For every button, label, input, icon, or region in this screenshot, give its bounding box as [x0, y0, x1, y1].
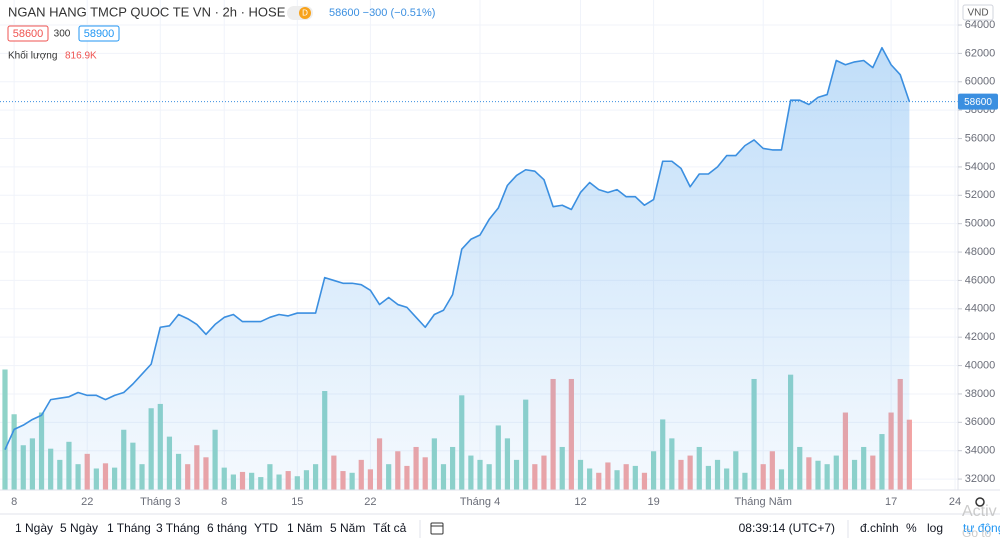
range-button[interactable]: 3 Tháng: [156, 521, 200, 535]
range-button[interactable]: YTD: [254, 521, 278, 535]
x-tick-label: Tháng 4: [460, 496, 500, 508]
y-tick-label: 48000: [965, 246, 996, 258]
percent-button[interactable]: %: [906, 521, 917, 535]
range-button[interactable]: 5 Năm: [330, 521, 365, 535]
gear-icon: [975, 497, 985, 507]
range-button[interactable]: 6 tháng: [207, 521, 247, 535]
currency-box: [962, 4, 994, 21]
y-tick-label: 64000: [965, 19, 996, 31]
calendar-button[interactable]: [430, 522, 444, 535]
y-tick-label: 36000: [965, 416, 996, 428]
y-tick-label: 44000: [965, 303, 996, 315]
calendar-icon: [430, 522, 444, 535]
x-tick-label: 15: [291, 496, 303, 508]
x-tick-label: 24: [949, 496, 961, 508]
range-button[interactable]: 1 Ngày: [15, 521, 53, 535]
price-area: [5, 47, 910, 490]
last-price-tag: [958, 93, 998, 110]
ask: 58900: [84, 28, 115, 40]
y-tick-label: 46000: [965, 274, 996, 286]
log-button[interactable]: log: [927, 521, 943, 535]
spread: 300: [54, 29, 71, 40]
symbol-title: NGAN HANG TMCP QUOC TE VN · 2h · HOSE: [8, 4, 286, 19]
x-tick-label: 22: [364, 496, 376, 508]
y-tick-label: 32000: [965, 473, 996, 485]
bid: 58600: [13, 28, 44, 40]
x-tick-label: Tháng Năm: [734, 496, 791, 508]
y-tick-label: 34000: [965, 445, 996, 457]
last-price-label: 58600: [964, 97, 992, 108]
watermark: Go to: [962, 526, 992, 540]
adjust-button[interactable]: đ.chỉnh: [860, 521, 899, 535]
badge-dot: [299, 7, 311, 19]
volume-value: 816.9K: [65, 51, 97, 62]
x-tick-label: 8: [221, 496, 227, 508]
y-tick-label: 42000: [965, 331, 996, 343]
clock: 08:39:14 (UTC+7): [739, 521, 835, 535]
price-line: [4, 46, 911, 451]
x-tick-label: 17: [885, 496, 897, 508]
bid-box: [7, 25, 49, 42]
ask-box: [78, 25, 120, 42]
y-tick-label: 50000: [965, 218, 996, 230]
y-tick-label: 52000: [965, 189, 996, 201]
x-tick-label: 8: [11, 496, 17, 508]
y-tick-label: 62000: [965, 47, 996, 59]
y-tick-label: 60000: [965, 76, 996, 88]
volume-bar: [2, 369, 8, 490]
y-tick-label: 54000: [965, 161, 996, 173]
range-button[interactable]: 5 Ngày: [60, 521, 98, 535]
x-tick-label: 12: [574, 496, 586, 508]
range-button[interactable]: 1 Tháng: [107, 521, 151, 535]
x-tick-label: 19: [647, 496, 659, 508]
watermark: Activ: [962, 503, 997, 520]
x-tick-label: Tháng 3: [140, 496, 180, 508]
quote: 58600 −300 (−0.51%): [329, 7, 435, 19]
auto-button[interactable]: tự động: [963, 521, 1000, 535]
volume-label: Khối lượng: [8, 50, 57, 62]
range-button[interactable]: Tất cả: [373, 521, 407, 535]
y-tick-label: 56000: [965, 132, 996, 144]
badge: D: [302, 9, 308, 18]
range-button[interactable]: 1 Năm: [287, 521, 322, 535]
currency: VND: [967, 8, 988, 19]
x-tick-label: 22: [81, 496, 93, 508]
y-tick-label: 38000: [965, 388, 996, 400]
y-tick-label: 40000: [965, 359, 996, 371]
settings-button[interactable]: [975, 497, 985, 507]
